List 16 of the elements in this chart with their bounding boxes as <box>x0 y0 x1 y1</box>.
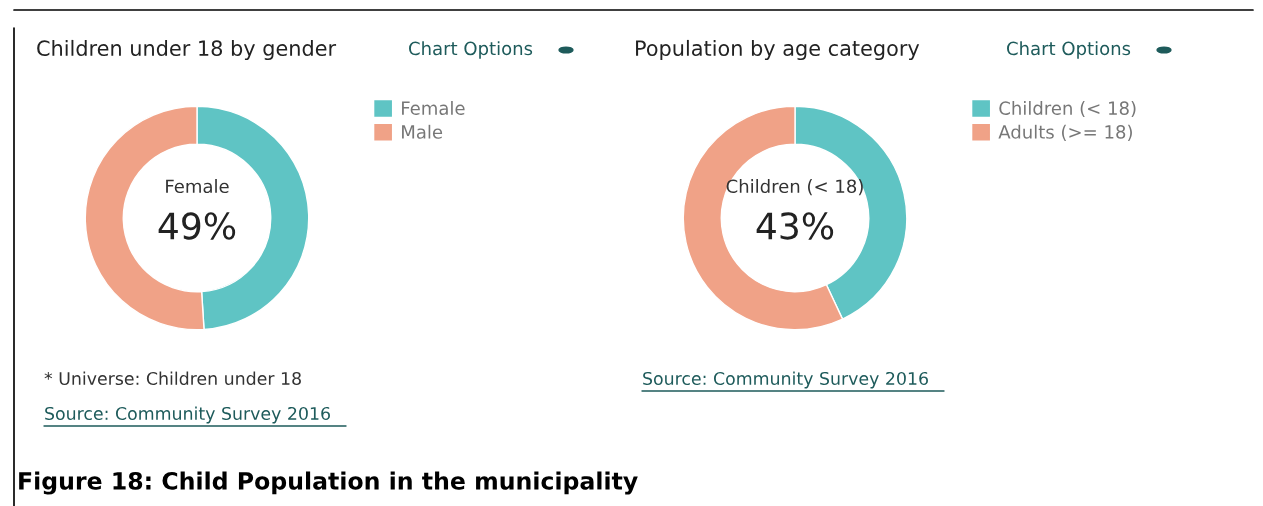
data-label: 43% <box>756 212 834 240</box>
text: Chart Options <box>1007 41 1131 59</box>
caption: Figure 18: Child Population in the municipality <box>19 471 638 495</box>
slice-label: Female <box>166 179 229 194</box>
text: Chart Options <box>409 41 533 59</box>
legend-label: Adults (>= 18) <box>998 124 1132 141</box>
legend-label: Male <box>402 124 443 139</box>
source-note: Source: Community Survey 2016 <box>643 371 928 389</box>
source-note: Source: Community Survey 2016 <box>45 406 330 424</box>
legend-label: Children (< 18) <box>999 101 1136 118</box>
text: * Universe: Children under 18 <box>44 371 301 386</box>
chart-title: Children under 18 by gender <box>37 39 337 61</box>
legend-label: Female <box>402 101 465 115</box>
slice-label: Children (< 18) <box>726 179 863 196</box>
data-label: 49% <box>158 212 236 240</box>
chart-title: Population by age category <box>636 39 920 61</box>
